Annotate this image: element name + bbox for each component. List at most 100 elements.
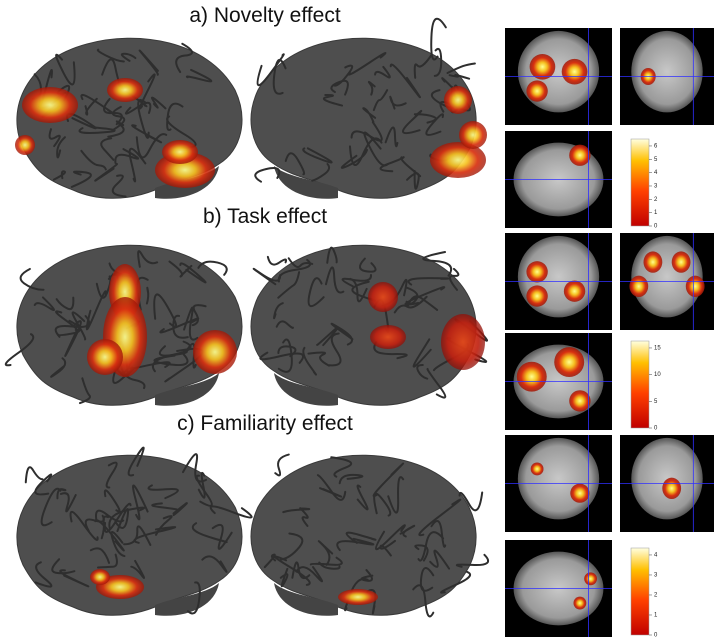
sulcus bbox=[254, 167, 281, 183]
sulcus bbox=[282, 507, 311, 514]
sulcus bbox=[448, 267, 460, 291]
sulcus bbox=[166, 102, 184, 131]
sulcus bbox=[302, 147, 333, 164]
sulcus bbox=[33, 296, 55, 311]
sulcus bbox=[318, 561, 341, 570]
brain-render bbox=[4, 244, 243, 406]
sulcus bbox=[114, 508, 130, 533]
sulcus bbox=[279, 532, 304, 561]
activation-blob bbox=[22, 87, 78, 123]
sulcus bbox=[372, 89, 389, 112]
colorbar-tick-label: 5 bbox=[654, 157, 658, 163]
sulcus bbox=[137, 250, 159, 268]
activation-blob bbox=[573, 596, 587, 610]
sulcus bbox=[181, 453, 208, 483]
sulcus bbox=[135, 133, 168, 159]
sulcus bbox=[375, 524, 406, 551]
sulcus bbox=[55, 53, 76, 86]
sulcus bbox=[359, 257, 377, 273]
colorbar-tick-label: 0 bbox=[654, 426, 658, 432]
activation-blob bbox=[570, 483, 590, 503]
sulcus bbox=[338, 473, 364, 485]
sulcus bbox=[103, 502, 132, 533]
sulcus bbox=[175, 42, 193, 74]
colorbar bbox=[630, 340, 650, 429]
sulcus bbox=[416, 363, 429, 380]
sulcus bbox=[440, 570, 472, 594]
sulcus bbox=[110, 531, 126, 558]
activation-blob bbox=[569, 144, 591, 166]
sulcus bbox=[40, 487, 62, 527]
sulcus bbox=[326, 246, 338, 264]
sulcus bbox=[275, 320, 294, 329]
sulcus bbox=[114, 148, 140, 164]
sulcus bbox=[360, 569, 374, 582]
colorbar-tick-label: 3 bbox=[654, 573, 658, 579]
sulcus bbox=[48, 128, 61, 148]
cortex bbox=[16, 454, 243, 616]
sulcus bbox=[4, 333, 35, 367]
sulcus bbox=[413, 113, 437, 124]
sulcus bbox=[336, 537, 375, 552]
sulcus bbox=[356, 484, 369, 511]
sulcus bbox=[130, 559, 145, 579]
sulcus bbox=[89, 547, 111, 564]
sulcus bbox=[84, 97, 98, 116]
sulcus bbox=[426, 367, 447, 399]
sulcus bbox=[96, 553, 118, 569]
sulcus bbox=[191, 304, 207, 327]
sulcus bbox=[197, 260, 228, 276]
sulcus bbox=[404, 286, 446, 306]
sulcus bbox=[123, 525, 152, 546]
sulcus bbox=[425, 113, 444, 136]
sulcus bbox=[455, 553, 490, 568]
sulcus bbox=[367, 80, 376, 96]
sulcus bbox=[138, 73, 156, 110]
sulcus bbox=[54, 315, 91, 338]
sulcus bbox=[59, 492, 77, 513]
brain-render bbox=[250, 244, 488, 406]
colorbar-tick-label: 5 bbox=[654, 399, 658, 405]
colorbar bbox=[630, 138, 650, 227]
sulcus bbox=[419, 567, 435, 592]
sulcus bbox=[56, 488, 67, 500]
colorbar-tick-label: 6 bbox=[654, 144, 658, 150]
brain-render bbox=[250, 17, 487, 199]
sulcus bbox=[273, 302, 284, 320]
sulcus bbox=[302, 346, 317, 376]
sulcus bbox=[307, 351, 330, 367]
sulcus bbox=[80, 93, 115, 115]
sulcus bbox=[316, 326, 339, 347]
sulcus bbox=[400, 156, 422, 178]
sulcus bbox=[279, 567, 289, 588]
brain-render bbox=[250, 453, 490, 618]
sulcus bbox=[362, 107, 377, 123]
sulcus bbox=[406, 170, 420, 190]
cortex bbox=[250, 37, 477, 199]
sulcus bbox=[127, 446, 145, 477]
sulcus bbox=[172, 502, 188, 517]
sulcus bbox=[111, 105, 126, 131]
activation-blob bbox=[554, 347, 585, 378]
activation-blob bbox=[529, 53, 556, 80]
sulcus bbox=[103, 489, 121, 513]
activation-blob bbox=[430, 142, 486, 178]
sulcus bbox=[172, 314, 189, 339]
activation-blob bbox=[516, 361, 547, 392]
sulcus bbox=[185, 68, 213, 83]
sulcus bbox=[330, 79, 349, 96]
sulcus bbox=[307, 277, 325, 308]
sulcus bbox=[273, 555, 311, 586]
sulcus bbox=[95, 275, 112, 299]
activation-blob bbox=[459, 121, 487, 149]
sulcus bbox=[34, 473, 53, 496]
sulcus bbox=[201, 555, 228, 573]
sulcus bbox=[78, 377, 91, 405]
cerebellum bbox=[155, 583, 219, 616]
sulcus bbox=[366, 589, 377, 615]
sulcus bbox=[402, 109, 423, 135]
sulcus bbox=[448, 73, 471, 80]
sulcus bbox=[299, 507, 309, 527]
activation-blob bbox=[441, 314, 485, 370]
sulcus bbox=[50, 357, 67, 378]
